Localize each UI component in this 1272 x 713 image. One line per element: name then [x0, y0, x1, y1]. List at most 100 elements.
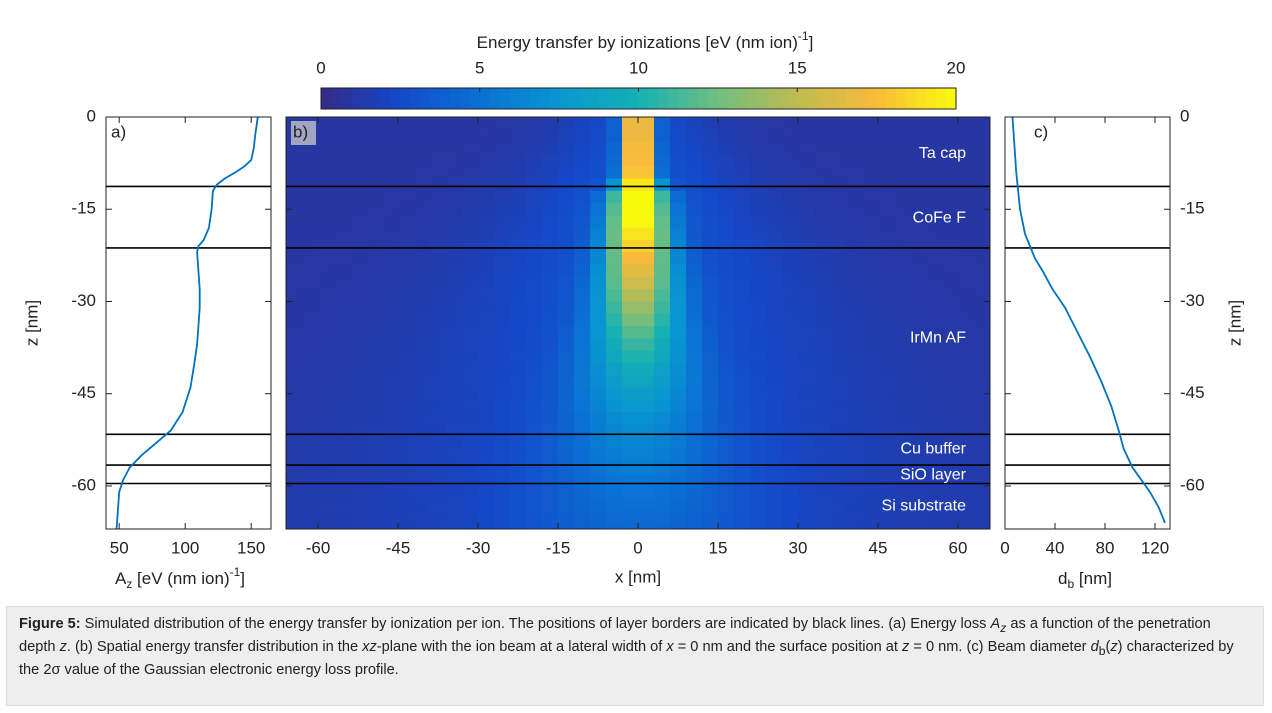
heatmap-cell: [702, 227, 719, 241]
heatmap-cell: [766, 498, 783, 512]
heatmap-cell: [670, 227, 687, 241]
heatmap-cell: [654, 424, 671, 438]
heatmap-cell: [702, 338, 719, 352]
heatmap-cell: [606, 338, 623, 352]
colorbar-segment: [906, 88, 917, 109]
heatmap-cell: [462, 289, 479, 302]
heatmap-cell: [782, 522, 799, 530]
heatmap-cell: [286, 239, 303, 253]
heatmap-cell: [398, 436, 415, 450]
heatmap-cell: [638, 239, 655, 253]
heatmap-cell: [942, 338, 959, 352]
heatmap-cell: [414, 338, 431, 352]
heatmap-cell: [574, 473, 591, 487]
heatmap-cell: [318, 276, 335, 290]
heatmap-cell: [670, 510, 687, 524]
heatmap-cell: [942, 252, 959, 266]
heatmap-cell: [702, 510, 719, 524]
panel-b-xlabel: x [nm]: [615, 567, 661, 586]
heatmap-cell: [590, 203, 607, 216]
heatmap-cell: [846, 166, 863, 179]
heatmap-cell: [382, 252, 399, 266]
colorbar-segment: [896, 88, 907, 109]
heatmap-cell: [606, 252, 623, 266]
heatmap-cell: [414, 264, 431, 278]
heatmap-cell: [734, 338, 751, 352]
colorbar-segment: [787, 88, 798, 109]
heatmap-cell: [286, 166, 303, 179]
heatmap-cell: [334, 141, 351, 155]
heatmap-cell: [830, 461, 847, 475]
colorbar-segment: [410, 88, 421, 109]
heatmap-cell: [494, 424, 511, 438]
heatmap-cell: [622, 461, 639, 475]
heatmap-cell: [494, 399, 511, 413]
heatmap-cell: [894, 362, 911, 376]
heatmap-cell: [478, 350, 495, 364]
heatmap-cell: [462, 326, 479, 339]
heatmap-cell: [414, 215, 431, 229]
colorbar-segment: [449, 88, 461, 109]
heatmap-cell: [926, 252, 943, 266]
heatmap-cell: [766, 485, 783, 499]
heatmap-cell: [510, 424, 527, 438]
heatmap-cell: [974, 522, 991, 530]
heatmap-cell: [366, 301, 383, 315]
heatmap-cell: [430, 399, 447, 413]
colorbar-segment: [797, 88, 808, 109]
heatmap-cell: [478, 522, 495, 530]
heatmap-cell: [638, 301, 655, 315]
heatmap-cell: [782, 141, 799, 155]
heatmap-cell: [350, 166, 367, 179]
panel-c-xtick-label: 40: [1046, 538, 1065, 557]
heatmap-cell: [526, 387, 543, 401]
heatmap-cell: [734, 178, 751, 192]
heatmap-cell: [878, 522, 895, 530]
heatmap-cell: [318, 449, 335, 462]
heatmap-cell: [686, 375, 703, 389]
heatmap-cell: [526, 301, 543, 315]
colorbar-segment: [588, 88, 600, 109]
colorbar-segment: [430, 88, 441, 109]
heatmap-cell: [878, 473, 895, 487]
heatmap-cell: [878, 215, 895, 229]
heatmap-cell: [606, 313, 623, 327]
heatmap-cell: [846, 252, 863, 266]
heatmap-cell: [750, 129, 767, 143]
heatmap-cell: [734, 424, 751, 438]
heatmap-cell: [638, 264, 655, 278]
heatmap-cell: [414, 326, 431, 339]
heatmap-cell: [702, 387, 719, 401]
heatmap-cell: [974, 338, 991, 352]
heatmap-cell: [766, 141, 783, 155]
heatmap-cell: [750, 190, 767, 204]
heatmap-cell: [718, 522, 735, 530]
heatmap-cell: [862, 326, 879, 339]
heatmap-cell: [814, 141, 831, 155]
heatmap-cell: [478, 436, 495, 450]
heatmap-cell: [302, 239, 319, 253]
heatmap-cell: [446, 117, 463, 130]
heatmap-cell: [302, 399, 319, 413]
heatmap-cell: [846, 485, 863, 499]
colorbar-segment: [866, 88, 878, 109]
heatmap-cell: [414, 387, 431, 401]
heatmap-cell: [958, 117, 975, 130]
heatmap-cell: [590, 141, 607, 155]
heatmap-cell: [430, 449, 447, 462]
heatmap-cell: [638, 313, 655, 327]
heatmap-cell: [542, 436, 559, 450]
heatmap-cell: [862, 141, 879, 155]
heatmap-cell: [910, 289, 927, 302]
heatmap-cell: [894, 399, 911, 413]
heatmap-cell: [958, 264, 975, 278]
heatmap-cell: [462, 449, 479, 462]
heatmap-cell: [302, 289, 319, 302]
heatmap-cell: [718, 141, 735, 155]
heatmap-cell: [782, 436, 799, 450]
heatmap-cell: [398, 252, 415, 266]
heatmap-cell: [350, 522, 367, 530]
heatmap-cell: [526, 190, 543, 204]
heatmap-cell: [478, 141, 495, 155]
